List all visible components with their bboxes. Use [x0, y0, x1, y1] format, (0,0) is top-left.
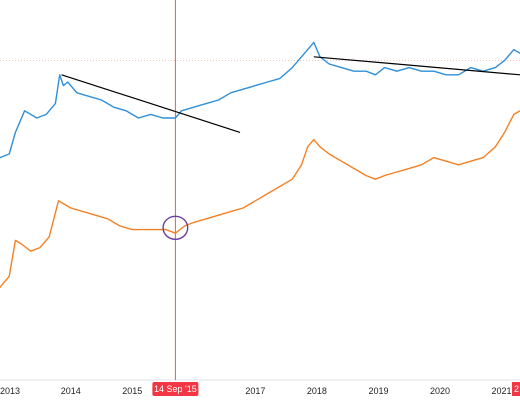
series-line-1 [0, 41, 520, 159]
right-edge-tag-label: 2 [514, 384, 519, 394]
x-tick-label: 2019 [368, 386, 388, 396]
crosshair-date-label-bg [152, 382, 199, 396]
x-tick-label: 2013 [0, 386, 20, 396]
x-tick-label: 2014 [61, 386, 81, 396]
right-edge-tag-bg [512, 382, 520, 396]
trendline-1[interactable] [61, 74, 241, 133]
x-tick-label: 2018 [307, 386, 327, 396]
x-tick-label: 2017 [245, 386, 265, 396]
x-tick-label: 2015 [122, 386, 142, 396]
x-tick-label: 2020 [430, 386, 450, 396]
series-line-2 [0, 110, 520, 288]
crosshair-date-label: 14 Sep '15 [154, 384, 197, 394]
highlight-ellipse[interactable] [162, 215, 189, 241]
x-tick-label: 2021 [492, 386, 512, 396]
trendline-2[interactable] [313, 56, 520, 76]
